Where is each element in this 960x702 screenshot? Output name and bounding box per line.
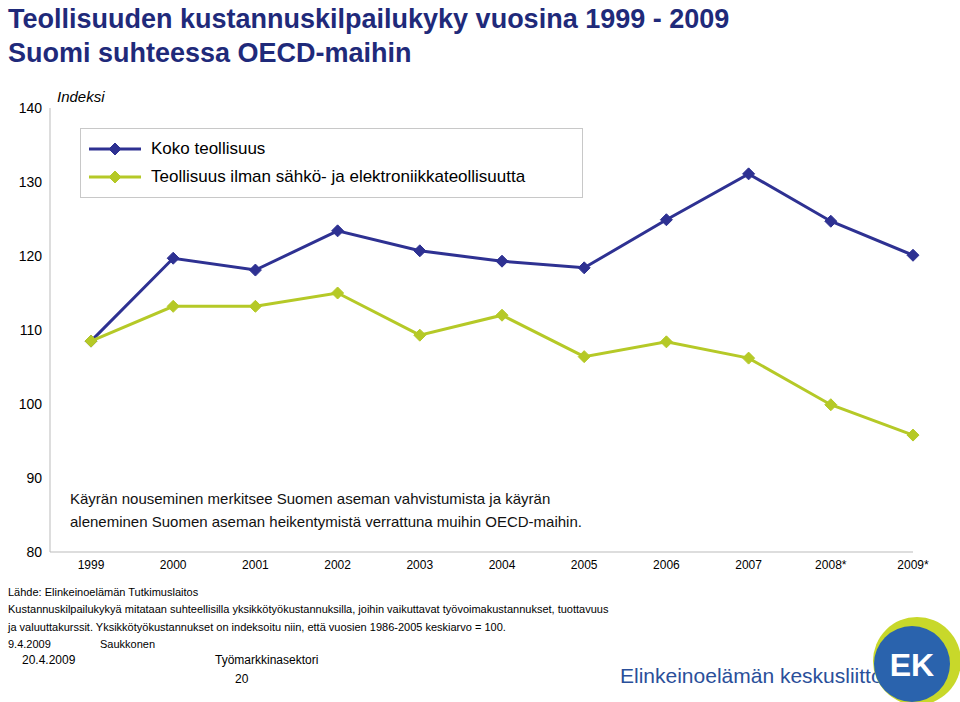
svg-text:110: 110	[20, 322, 43, 338]
svg-text:2000: 2000	[160, 558, 187, 572]
svg-text:100: 100	[19, 396, 43, 412]
html-text:Lähde: Elinkeinoelämän Tutkimu: Lähde: Elinkeinoelämän Tutkimuslaitos	[8, 586, 199, 598]
html-text:Elinkeinoelämän keskusliitto: Elinkeinoelämän keskusliitto	[620, 664, 883, 687]
html-text:Teollisuus ilman sähkö- ja ele: Teollisuus ilman sähkö- ja elektroniikka…	[151, 167, 526, 186]
svg-text:90: 90	[26, 470, 42, 486]
html-text:Saukkonen: Saukkonen	[100, 638, 155, 650]
svg-text:2007: 2007	[735, 558, 762, 572]
svg-text:140: 140	[19, 100, 43, 116]
svg-text:130: 130	[19, 174, 43, 190]
html-text:aleneminen Suomen aseman heike: aleneminen Suomen aseman heikentymistä v…	[70, 513, 582, 530]
svg-text:2005: 2005	[571, 558, 598, 572]
svg-text:2003: 2003	[406, 558, 433, 572]
svg-text:EK: EK	[890, 647, 934, 683]
html-text:Käyrän nouseminen merkitsee Su: Käyrän nouseminen merkitsee Suomen asema…	[70, 490, 551, 507]
svg-text:2001: 2001	[242, 558, 269, 572]
html-text:9.4.2009: 9.4.2009	[8, 638, 51, 650]
html-text:20.4.2009: 20.4.2009	[22, 653, 76, 667]
svg-text:1999: 1999	[78, 558, 105, 572]
svg-text:80: 80	[26, 544, 42, 560]
html-text:Työmarkkinasektori: Työmarkkinasektori	[215, 653, 319, 667]
svg-text:120: 120	[19, 248, 43, 264]
svg-text:2006: 2006	[653, 558, 680, 572]
html-text:Indeksi: Indeksi	[57, 88, 105, 105]
svg-text:2002: 2002	[324, 558, 351, 572]
html-text:ja valuuttakurssit. Yksikkötyö: ja valuuttakurssit. Yksikkötyökustannuks…	[8, 621, 506, 633]
html-text:Kustannuskilpailukykyä mitataa: Kustannuskilpailukykyä mitataan suhteell…	[8, 603, 609, 615]
svg-text:2004: 2004	[489, 558, 516, 572]
svg-text:2009*: 2009*	[897, 558, 929, 572]
html-text:Suomi suhteessa OECD-maihin: Suomi suhteessa OECD-maihin	[8, 38, 412, 68]
svg-text:2008*: 2008*	[815, 558, 847, 572]
html-text:Koko teollisuus: Koko teollisuus	[151, 139, 266, 158]
html-text:20: 20	[235, 672, 249, 686]
html-text:Teollisuuden kustannuskilpailu: Teollisuuden kustannuskilpailukyky vuosi…	[8, 4, 730, 34]
